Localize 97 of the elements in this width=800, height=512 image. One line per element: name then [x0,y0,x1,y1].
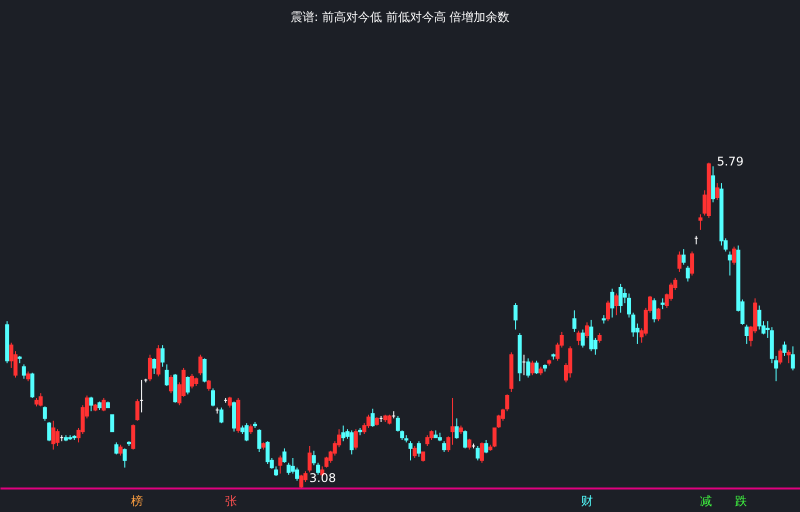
text: 减 [700,494,712,508]
annotation: 5.79 [716,154,744,169]
candlestick [778,348,782,365]
candlestick [354,428,358,450]
candlestick [257,428,262,452]
candlestick [732,246,736,266]
candlestick [677,251,682,272]
text: 张 [225,494,237,508]
candlestick [530,360,534,376]
candlestick [387,414,392,425]
candlestick [206,379,211,392]
candlestick [22,364,26,380]
candlestick [228,396,232,408]
candlestick [660,298,665,310]
candlestick [202,358,207,383]
candlestick [728,251,732,276]
candlestick [308,445,312,473]
candlestick [51,420,56,450]
candlestick [30,372,34,398]
candlestick [114,442,118,455]
candlestick [514,302,518,330]
candlestick [350,430,354,455]
candlestick [42,406,47,422]
candlestick [186,376,190,395]
candlestick [467,438,472,450]
text: 财 [581,494,593,508]
candlestick [425,434,430,446]
candlestick [266,440,270,464]
candlestick [614,293,618,316]
annotation: 3.08 [309,471,336,485]
candlestick [652,298,656,323]
candlestick [370,408,375,428]
candlestick [686,265,690,282]
candlestick [606,300,610,322]
candlestick [299,474,304,488]
candlestick [148,354,152,382]
candlestick [286,462,291,476]
candlestick [248,424,253,434]
candlestick [589,319,594,352]
candlestick [421,451,426,462]
candlestick [690,251,694,276]
candlestick [584,322,589,338]
candlestick [757,305,762,330]
candlestick [38,392,43,407]
candlestick [164,364,169,386]
candlestick [715,182,720,200]
candlestick [656,307,660,322]
chart-title: 震谱: 前高对今低 前低对今高 倍增加余数 [290,10,510,24]
candlestick [580,329,585,348]
candlestick [412,445,417,458]
candlestick [278,455,282,474]
candlestick [790,346,795,371]
candlestick [190,373,194,389]
candlestick [618,283,623,314]
candlestick [219,407,224,424]
candlestick [118,444,123,456]
candlestick [572,310,576,332]
candlestick [442,440,446,452]
candlestick [454,418,459,440]
candlestick [168,374,173,394]
candlestick [198,354,202,376]
candlestick [89,396,94,412]
text: 跌 [735,494,747,508]
candlestick [480,442,484,464]
candlestick [282,448,286,464]
candlestick [463,430,468,449]
candlestick [484,439,488,454]
candlestick [341,425,346,442]
candlestick [56,428,60,446]
text: 榜 [131,494,143,508]
candlestick [102,397,106,412]
candlestick [26,371,30,382]
candlestick [135,398,140,422]
candlestick [682,248,686,266]
candlestick [416,440,421,458]
candlestick [786,349,791,364]
candlestick [211,388,216,407]
candlestick [492,427,497,448]
candlestick [131,424,136,450]
candlestick [160,344,165,368]
candlestick [122,448,127,468]
candlestick [782,341,786,356]
candlestick [744,324,749,344]
candlestick [698,214,702,230]
candlestick [110,414,114,432]
candlestick [534,360,539,374]
candlestick [598,332,602,344]
candlestick [152,358,156,374]
candlestick [47,421,52,442]
candlestick [711,166,716,203]
candlestick [766,320,770,338]
candlestick [610,288,614,318]
candlestick [526,358,530,378]
candlestick [576,330,581,346]
candlestick [476,445,480,461]
candlestick [408,440,413,461]
candlestick [244,422,249,442]
